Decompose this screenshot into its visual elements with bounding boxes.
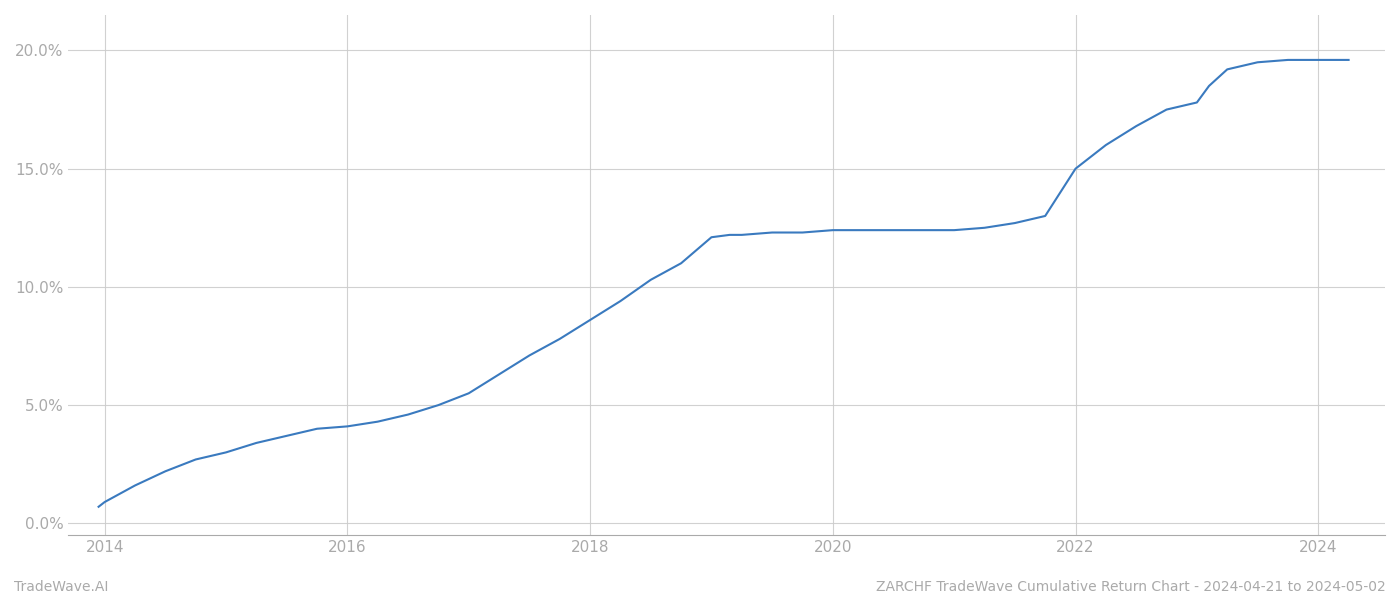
Text: ZARCHF TradeWave Cumulative Return Chart - 2024-04-21 to 2024-05-02: ZARCHF TradeWave Cumulative Return Chart… xyxy=(876,580,1386,594)
Text: TradeWave.AI: TradeWave.AI xyxy=(14,580,108,594)
